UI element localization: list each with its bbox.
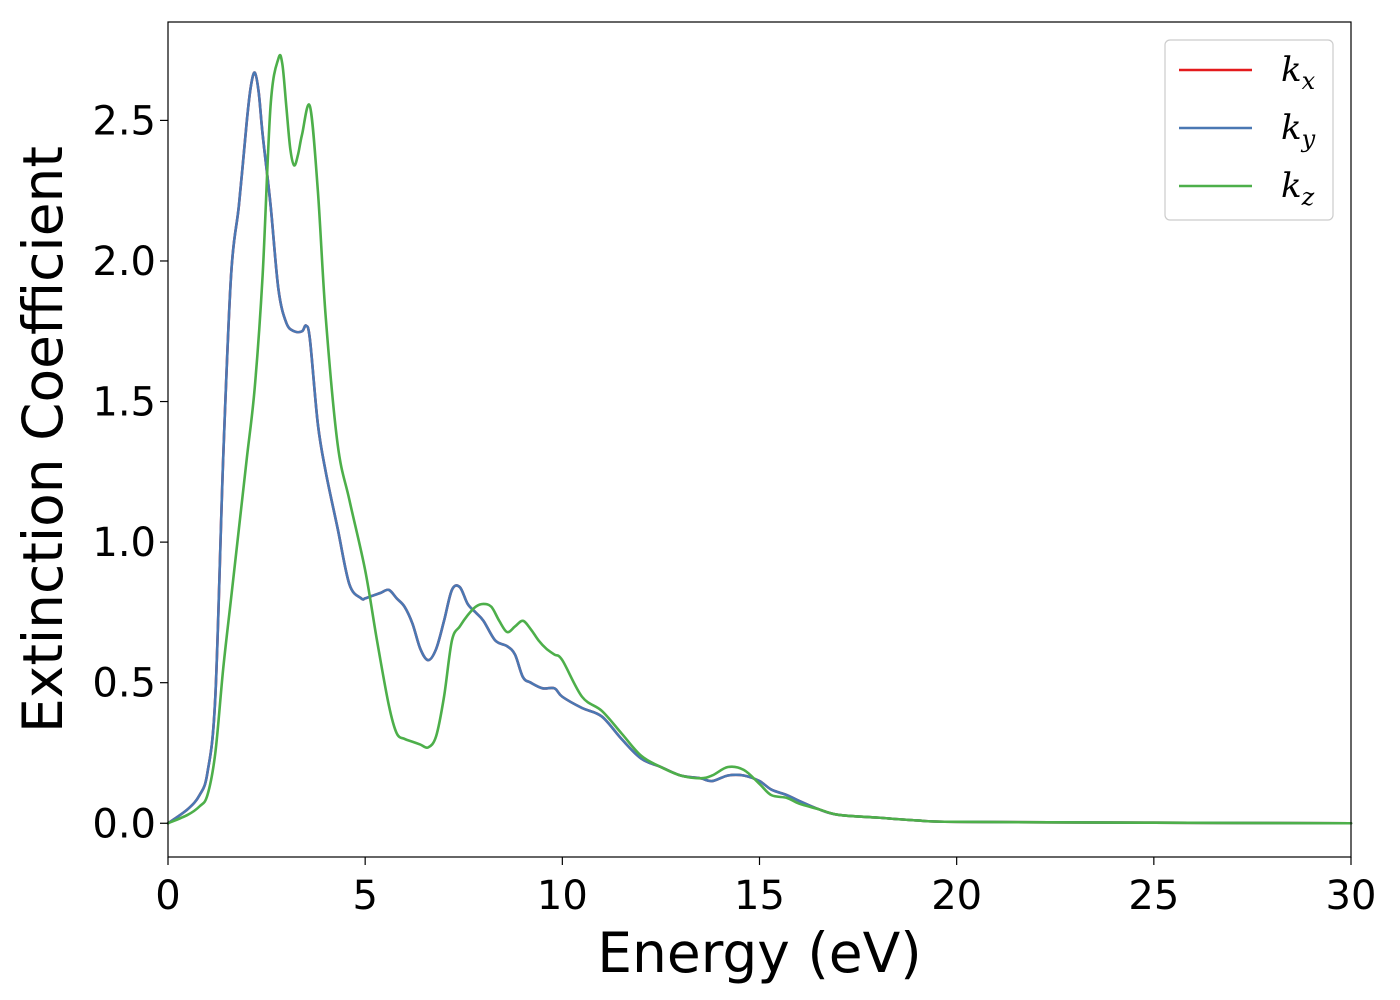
y-axis-title: Extinction Coefficient (11, 146, 75, 733)
y-tick-label: 1.5 (92, 380, 156, 426)
x-tick-label: 5 (352, 873, 377, 919)
y-tick-label: 2.5 (92, 98, 156, 144)
legend: kx ky kz (1164, 39, 1334, 221)
x-tick-label: 20 (931, 873, 982, 919)
legend-label: kx (1281, 50, 1316, 95)
x-axis-title: Energy (eV) (597, 921, 921, 985)
x-tick-label: 0 (155, 873, 180, 919)
x-tick-label: 30 (1326, 873, 1377, 919)
x-tick-label: 10 (537, 873, 588, 919)
y-axis: 0.0 0.5 1.0 1.5 2.0 2.5 (92, 98, 168, 847)
legend-box (1164, 39, 1334, 221)
legend-label: ky (1281, 108, 1316, 153)
y-tick-label: 2.0 (92, 239, 156, 285)
y-tick-label: 0.0 (92, 801, 156, 847)
x-tick-label: 25 (1128, 873, 1179, 919)
x-axis: 0 5 10 15 20 25 30 (155, 857, 1376, 919)
y-tick-label: 0.5 (92, 661, 156, 707)
y-tick-label: 1.0 (92, 520, 156, 566)
series-layer (166, 53, 1353, 825)
x-tick-label: 15 (734, 873, 785, 919)
series-line-k-z (166, 53, 1353, 825)
series-line-k-y (166, 71, 1353, 825)
legend-label: kz (1281, 166, 1315, 211)
